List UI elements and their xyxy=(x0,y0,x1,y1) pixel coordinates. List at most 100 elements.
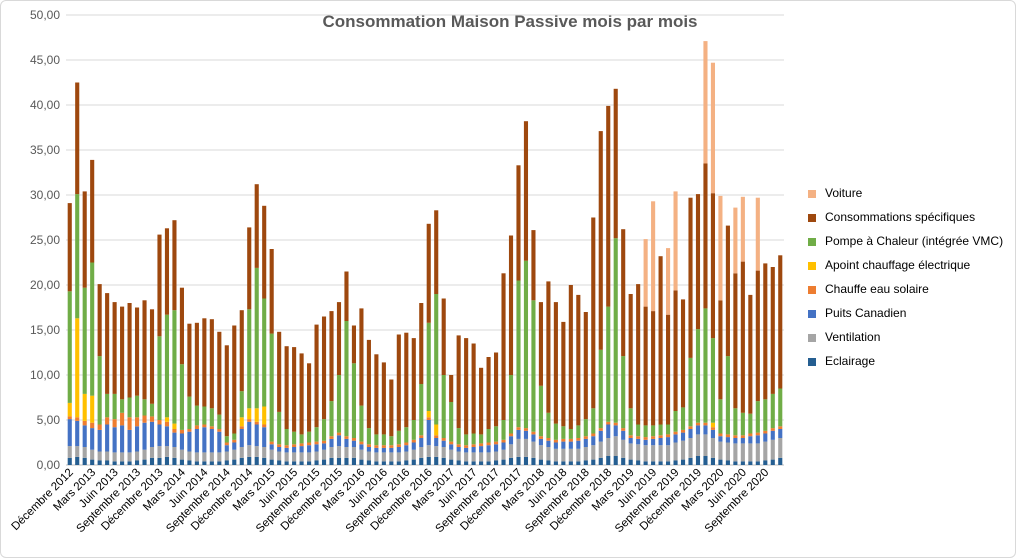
bar-segment xyxy=(112,452,117,462)
bar-segment xyxy=(479,452,484,462)
bar-segment xyxy=(434,435,439,438)
bar-segment xyxy=(680,440,686,460)
bar-segment xyxy=(351,447,357,458)
bar-segment xyxy=(254,408,259,422)
bar-segment xyxy=(389,445,394,448)
bar-segment xyxy=(651,311,656,426)
bar-segment xyxy=(636,444,641,461)
bar-segment xyxy=(187,451,192,461)
bar-segment xyxy=(426,417,431,420)
y-tick-label: 45,00 xyxy=(30,53,60,67)
bar-segment xyxy=(718,433,723,437)
bar-segment xyxy=(299,443,304,447)
bar-segment xyxy=(456,460,461,465)
bar-segment xyxy=(284,461,289,465)
bar-segment xyxy=(374,445,379,448)
bar-segment xyxy=(374,452,379,462)
bar-segment xyxy=(396,430,401,445)
bar-segment xyxy=(546,440,551,447)
bar-segment xyxy=(493,451,499,461)
bar-segment xyxy=(142,449,147,460)
bar-segment xyxy=(381,362,386,435)
bar-segment xyxy=(598,428,603,431)
bar-segment xyxy=(179,449,184,460)
bar-segment xyxy=(254,424,259,447)
bar-segment xyxy=(666,461,671,465)
bar-segment xyxy=(673,191,678,291)
bar-segment xyxy=(299,446,304,453)
bar-segment xyxy=(82,447,87,458)
bar-segment xyxy=(718,300,723,400)
bar-segment xyxy=(396,334,401,431)
bar-segment xyxy=(658,424,663,436)
bar-segment xyxy=(307,363,312,432)
bar-segment xyxy=(157,457,162,465)
bar-segment xyxy=(262,406,267,425)
bar-segment xyxy=(149,457,155,465)
bar-segment xyxy=(299,452,304,462)
bar-segment xyxy=(344,436,349,439)
bar-segment xyxy=(389,447,394,453)
bar-segment xyxy=(740,443,745,462)
bar-segment xyxy=(67,402,72,417)
bar-segment xyxy=(449,375,454,402)
bar-segment xyxy=(120,399,125,413)
bar-segment xyxy=(239,391,244,418)
bar-segment xyxy=(680,407,686,430)
bar-segment xyxy=(688,426,693,429)
bar-segment xyxy=(583,312,588,420)
bar-segment xyxy=(531,431,536,435)
bar-segment xyxy=(523,428,529,431)
bar-segment xyxy=(718,399,723,434)
bar-segment xyxy=(336,432,342,436)
bar-segment xyxy=(516,456,521,465)
bar-segment xyxy=(464,452,469,462)
legend-label: Pompe à Chaleur (intégrée VMC) xyxy=(825,234,1004,248)
bar-segment xyxy=(651,201,656,312)
bar-segment xyxy=(254,421,259,425)
bar-segment xyxy=(232,439,237,443)
bar-segment xyxy=(127,397,132,418)
bar-segment xyxy=(636,284,641,425)
bar-segment xyxy=(217,331,222,415)
bar-segment xyxy=(688,429,693,438)
bar-segment xyxy=(164,421,170,427)
bar-segment xyxy=(576,440,581,449)
bar-segment xyxy=(381,434,386,446)
bar-segment xyxy=(613,436,618,456)
bar-segment xyxy=(127,429,132,453)
bar-segment xyxy=(568,448,573,462)
bar-segment xyxy=(598,349,603,429)
bar-segment xyxy=(217,431,222,453)
bar-segment xyxy=(434,210,439,294)
bar-segment xyxy=(680,459,686,465)
bar-segment xyxy=(456,335,461,429)
bar-segment xyxy=(725,434,730,438)
bar-segment xyxy=(628,408,633,436)
bar-segment xyxy=(516,429,521,439)
bar-segment xyxy=(538,445,543,460)
bar-segment xyxy=(224,345,229,437)
bar-segment xyxy=(763,399,768,431)
bar-segment xyxy=(748,436,753,444)
bar-segment xyxy=(471,461,476,465)
bar-segment xyxy=(75,456,80,465)
bar-segment xyxy=(120,306,125,400)
bar-segment xyxy=(351,325,357,364)
bar-segment xyxy=(194,405,199,426)
bars xyxy=(67,41,783,465)
bar-segment xyxy=(179,433,184,450)
bar-segment xyxy=(217,414,222,429)
bar-segment xyxy=(321,316,327,420)
bar-segment xyxy=(269,333,274,442)
bar-segment xyxy=(538,385,543,437)
bar-segment xyxy=(516,427,521,430)
bar-segment xyxy=(733,273,738,409)
bar-segment xyxy=(643,437,648,440)
bar-segment xyxy=(710,62,716,194)
bar-segment xyxy=(82,393,87,421)
bar-segment xyxy=(456,451,461,461)
bar-segment xyxy=(262,457,267,465)
bar-segment xyxy=(419,438,424,447)
bar-segment xyxy=(344,457,349,465)
